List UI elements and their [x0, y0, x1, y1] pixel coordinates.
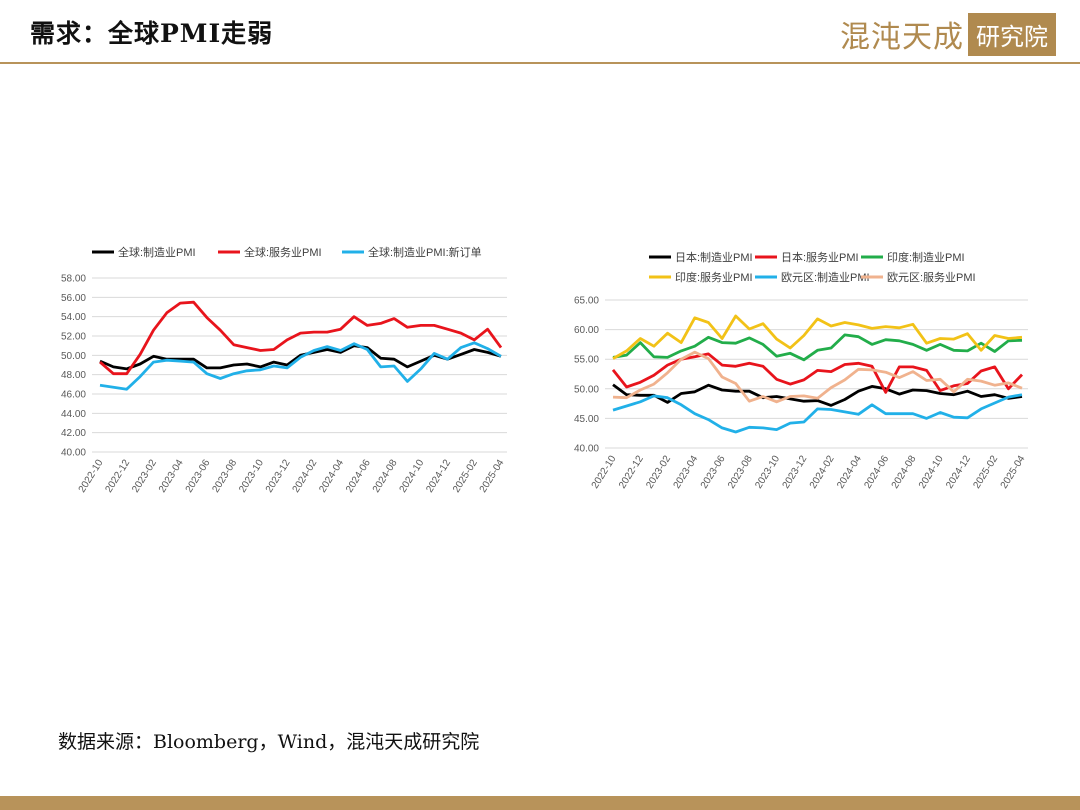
legend-label: 欧元区:制造业PMI	[781, 270, 870, 284]
brand-logo: 混沌天成 研究院	[840, 12, 1056, 56]
legend-label: 全球:制造业PMI	[118, 245, 196, 259]
legend-label: 日本:服务业PMI	[781, 250, 859, 264]
y-tick-label: 50.00	[574, 384, 599, 395]
x-tick-label: 2023-04	[157, 457, 186, 494]
x-tick-label: 2023-08	[726, 453, 755, 490]
x-tick-label: 2023-10	[237, 457, 266, 494]
x-tick-label: 2025-02	[971, 453, 1000, 490]
x-tick-label: 2024-06	[862, 453, 891, 490]
x-tick-label: 2024-04	[835, 453, 864, 490]
series-line	[99, 300, 503, 376]
x-tick-label: 2022-12	[103, 457, 132, 494]
x-tick-label: 2023-08	[210, 457, 239, 494]
x-tick-label: 2024-10	[398, 457, 427, 494]
brand-box: 研究院	[968, 12, 1056, 56]
x-tick-label: 2024-12	[424, 457, 453, 494]
series-line	[612, 314, 1023, 360]
x-tick-label: 2023-12	[264, 457, 293, 494]
series-line	[612, 383, 1023, 407]
y-tick-label: 52.00	[61, 332, 86, 343]
y-tick-label: 60.00	[574, 325, 599, 336]
x-tick-label: 2025-02	[451, 457, 480, 494]
x-tick-label: 2022-12	[617, 453, 646, 490]
x-tick-label: 2023-02	[130, 457, 159, 494]
x-tick-label: 2023-10	[753, 453, 782, 490]
y-tick-label: 48.00	[61, 370, 86, 381]
legend-label: 印度:制造业PMI	[887, 250, 965, 264]
x-tick-label: 2024-04	[317, 457, 346, 494]
x-tick-label: 2023-02	[644, 453, 673, 490]
x-tick-label: 2024-12	[944, 453, 973, 490]
y-tick-label: 54.00	[61, 312, 86, 323]
legend-label: 日本:制造业PMI	[675, 250, 753, 264]
x-tick-label: 2023-12	[781, 453, 810, 490]
page-title: 需求：全球PMI走弱	[30, 19, 274, 48]
footer-bar	[0, 796, 1080, 810]
x-tick-label: 2024-02	[291, 457, 320, 494]
legend-label: 全球:服务业PMI	[244, 245, 322, 259]
x-tick-label: 2023-06	[699, 453, 728, 490]
y-tick-label: 46.00	[61, 390, 86, 401]
x-tick-label: 2023-04	[672, 453, 701, 490]
y-tick-label: 50.00	[61, 351, 86, 362]
y-tick-label: 65.00	[574, 296, 599, 307]
x-tick-label: 2024-10	[917, 453, 946, 490]
header-divider	[0, 62, 1080, 64]
x-tick-label: 2024-06	[344, 457, 373, 494]
legend-label: 欧元区:服务业PMI	[887, 271, 976, 284]
legend-label: 印度:服务业PMI	[675, 270, 753, 284]
y-tick-label: 45.00	[574, 414, 599, 425]
y-tick-label: 40.00	[61, 448, 86, 459]
y-tick-label: 58.00	[61, 274, 86, 285]
x-tick-label: 2024-08	[371, 457, 400, 494]
series-line	[612, 333, 1023, 362]
regional-pmi-chart: 40.0045.0050.0055.0060.0065.002022-10202…	[574, 250, 1028, 491]
x-tick-label: 2022-10	[590, 453, 619, 490]
series-line	[612, 350, 1023, 404]
x-tick-label: 2023-06	[184, 457, 213, 494]
brand-name: 混沌天成	[840, 20, 964, 55]
x-tick-label: 2025-04	[999, 453, 1028, 490]
x-tick-label: 2024-08	[890, 453, 919, 490]
global-pmi-chart: 40.00 42.00 44.00 46.00 48.00 50.00 52.00 54.00…	[61, 245, 507, 495]
x-tick-label: 2025-04	[478, 457, 507, 494]
x-tick-label: 2022-10	[77, 457, 106, 494]
y-tick-label: 56.00	[61, 293, 86, 304]
y-tick-label: 40.00	[574, 444, 599, 455]
y-tick-label: 55.00	[574, 355, 599, 366]
data-source-note: 数据来源：Bloomberg，Wind，混沌天成研究院	[58, 731, 480, 753]
series-line	[99, 341, 502, 391]
x-tick-label: 2024-02	[808, 453, 837, 490]
y-tick-label: 44.00	[61, 409, 86, 420]
legend-label: 全球:制造业PMI:新订单	[368, 245, 482, 259]
series-line	[612, 393, 1023, 434]
y-tick-label: 42.00	[61, 428, 86, 439]
